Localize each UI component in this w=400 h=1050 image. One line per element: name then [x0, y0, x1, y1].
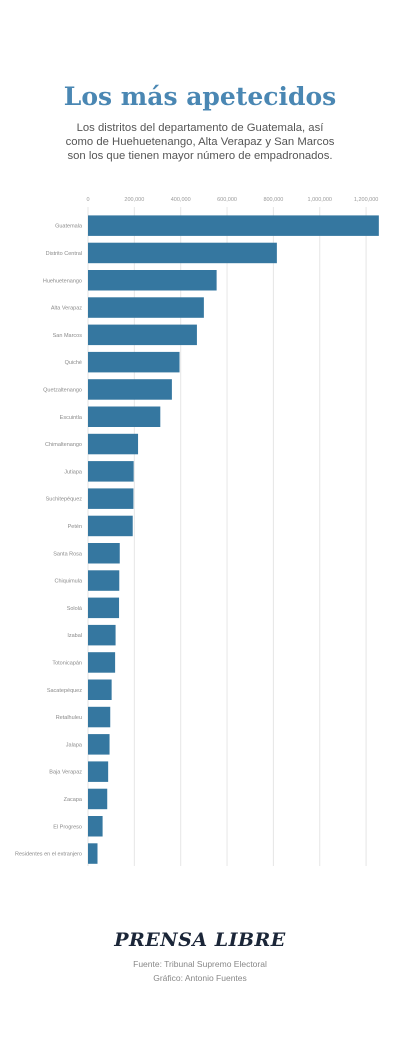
bar	[88, 624, 116, 646]
bar	[88, 406, 161, 427]
bar	[88, 215, 379, 236]
x-tick-label: 800,000	[263, 197, 283, 203]
category-label: Alta Verapaz	[51, 306, 82, 312]
category-label: Chiquimula	[54, 579, 82, 585]
chart-title: Los más apetecidos	[63, 82, 337, 111]
category-label: Jalapa	[66, 742, 83, 748]
category-label: El Progreso	[53, 824, 82, 830]
bar	[88, 242, 277, 264]
bar	[88, 461, 134, 482]
category-label: Guatemala	[55, 224, 83, 230]
bar	[88, 679, 112, 700]
bar	[88, 324, 197, 346]
bar	[88, 761, 109, 782]
category-label: Chimaltenango	[45, 442, 82, 448]
category-label: Suchitepéquez	[46, 497, 83, 503]
bar-chart: 0 200,000 400,000 600,000 800,000 1,000,000 1,…	[15, 197, 379, 866]
bar	[88, 570, 120, 591]
bar	[88, 515, 133, 537]
category-label: Totonicapán	[52, 660, 82, 666]
bar	[88, 843, 98, 864]
bar	[88, 488, 134, 509]
bar	[88, 379, 172, 400]
category-label: Petén	[68, 524, 82, 530]
category-label: Baja Verapaz	[49, 770, 82, 776]
x-tick-label: 600,000	[217, 197, 237, 203]
category-label: Sololá	[67, 606, 83, 612]
bar	[88, 297, 204, 318]
category-label: Izabal	[67, 633, 82, 639]
category-label: Zacapa	[64, 797, 83, 803]
category-label: Quetzaltenango	[43, 387, 82, 393]
bar	[88, 270, 217, 291]
category-label: Huehuetenango	[43, 278, 82, 284]
bar	[88, 816, 103, 837]
author-credit: Gráfico: Antonio Fuentes	[153, 973, 247, 983]
category-label: Retalhuleu	[56, 715, 82, 721]
x-tick-label: 1,000,000	[308, 197, 332, 203]
category-label: Escuintla	[60, 415, 83, 421]
bar	[88, 734, 110, 755]
category-label: San Marcos	[53, 333, 83, 339]
category-label: Santa Rosa	[53, 551, 83, 557]
x-tick-label: 0	[86, 197, 89, 203]
category-label: Sacatepéquez	[47, 688, 82, 694]
bar	[88, 597, 120, 619]
x-tick-label: 1,200,000	[354, 197, 378, 203]
bar	[88, 543, 120, 564]
bar	[88, 706, 111, 728]
category-label: Residentes en el extranjero	[15, 852, 82, 858]
prensa-libre-logo: PRENSA LIBRE	[114, 929, 286, 951]
category-label: Jutiapa	[64, 469, 83, 475]
category-label: Distrito Central	[46, 251, 82, 257]
bar	[88, 788, 108, 810]
category-label: Quiché	[65, 360, 82, 366]
bar	[88, 652, 116, 673]
chart-subtitle: Los distritos del departamento de Guatem…	[65, 122, 335, 162]
source-credit: Fuente: Tribunal Supremo Electoral	[133, 959, 267, 969]
x-tick-label: 400,000	[171, 197, 191, 203]
bar	[88, 433, 139, 455]
x-tick-label: 200,000	[124, 197, 144, 203]
bar	[88, 351, 180, 373]
